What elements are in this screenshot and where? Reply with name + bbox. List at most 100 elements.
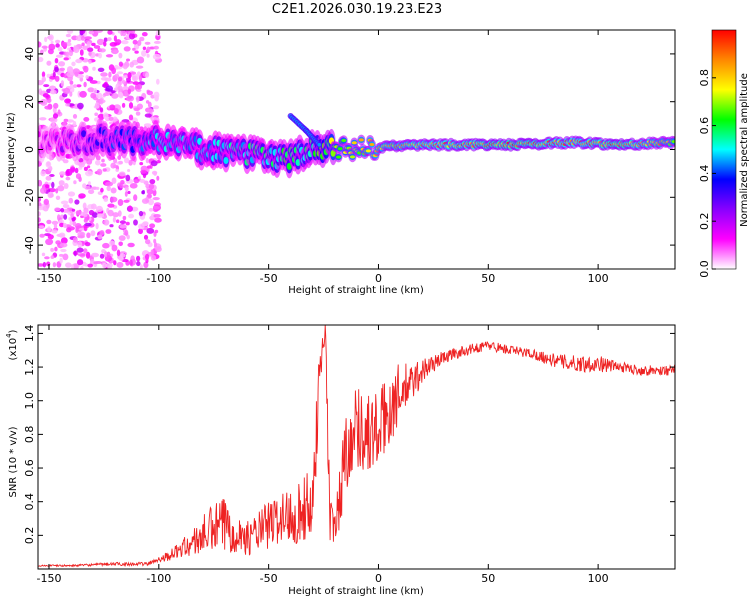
snr-ylabel: SNR (10 * v/v) bbox=[8, 426, 19, 497]
noise-speckle bbox=[108, 116, 114, 122]
noise-speckle bbox=[75, 35, 83, 41]
noise-speckle bbox=[63, 57, 69, 61]
colorbar bbox=[711, 29, 737, 270]
noise-speckle bbox=[52, 262, 57, 268]
noise-speckle bbox=[133, 219, 138, 226]
noise-speckle bbox=[130, 30, 136, 34]
noise-speckle bbox=[82, 211, 88, 218]
noise-speckle bbox=[136, 88, 142, 92]
noise-speckle bbox=[75, 173, 82, 180]
ridge-core bbox=[335, 155, 342, 159]
noise-speckle bbox=[100, 72, 108, 77]
spectrogram-ylabel: Frequency (Hz) bbox=[6, 112, 17, 188]
noise-speckle bbox=[117, 76, 123, 82]
noise-speckle bbox=[127, 242, 135, 248]
noise-speckle bbox=[87, 47, 94, 52]
noise-speckle bbox=[111, 67, 116, 75]
noise-speckle bbox=[79, 30, 86, 35]
noise-speckle bbox=[119, 224, 127, 229]
noise-speckle bbox=[153, 171, 157, 176]
noise-speckle bbox=[99, 98, 104, 105]
ridge-core bbox=[38, 130, 41, 138]
noise-speckle bbox=[132, 81, 140, 85]
noise-speckle bbox=[38, 263, 45, 267]
x-tick-label: -150 bbox=[36, 572, 61, 585]
noise-speckle bbox=[113, 49, 118, 55]
noise-speckle bbox=[46, 73, 51, 78]
noise-speckle bbox=[99, 230, 105, 236]
noise-speckle bbox=[53, 102, 59, 109]
noise-speckle bbox=[76, 84, 82, 88]
noise-speckle bbox=[46, 261, 51, 267]
noise-speckle bbox=[116, 71, 124, 75]
noise-speckle bbox=[141, 50, 147, 57]
noise-speckle bbox=[54, 246, 58, 252]
noise-speckle bbox=[48, 43, 56, 51]
noise-speckle bbox=[133, 194, 138, 202]
noise-speckle bbox=[72, 221, 77, 227]
noise-speckle bbox=[75, 58, 83, 64]
noise-speckle bbox=[128, 205, 133, 212]
noise-speckle bbox=[93, 88, 98, 94]
snr-axes: -150 -100 -50 0 50 100 0.2 0.4 0.6 0.8 1.0 1.2 1.4 bbox=[23, 325, 675, 585]
noise-speckle bbox=[120, 253, 126, 258]
noise-speckle bbox=[38, 179, 43, 187]
noise-speckle bbox=[153, 214, 161, 218]
y-tick-label: 0.8 bbox=[23, 426, 36, 444]
noise-speckle bbox=[87, 165, 91, 169]
noise-speckle bbox=[116, 249, 121, 257]
x-tick-label: -100 bbox=[146, 272, 171, 285]
noise-speckle bbox=[117, 199, 124, 206]
noise-speckle bbox=[103, 112, 109, 120]
noise-speckle bbox=[72, 68, 80, 75]
y-tick-label: 1.2 bbox=[23, 358, 36, 376]
noise-speckle bbox=[65, 262, 72, 268]
noise-speckle bbox=[154, 217, 162, 223]
noise-speckle bbox=[142, 190, 145, 195]
noise-speckle bbox=[41, 45, 48, 49]
noise-speckle bbox=[45, 238, 54, 246]
noise-speckle bbox=[55, 39, 61, 44]
noise-speckle bbox=[66, 227, 72, 233]
noise-speckle bbox=[80, 36, 86, 41]
noise-speckle bbox=[69, 80, 74, 85]
noise-speckle bbox=[106, 251, 111, 258]
noise-speckle bbox=[130, 71, 137, 75]
noise-speckle bbox=[61, 41, 68, 47]
y-tick-label: -40 bbox=[23, 236, 36, 254]
noise-speckle bbox=[73, 180, 77, 185]
noise-speckle bbox=[50, 40, 54, 44]
noise-speckle bbox=[91, 252, 99, 258]
noise-speckle bbox=[47, 226, 51, 232]
noise-speckle bbox=[146, 53, 150, 58]
noise-speckle bbox=[65, 153, 70, 159]
noise-speckle bbox=[64, 98, 71, 104]
noise-speckle bbox=[56, 54, 64, 58]
x-tick-label: -50 bbox=[260, 572, 278, 585]
noise-speckle bbox=[60, 80, 65, 87]
noise-speckle bbox=[118, 61, 123, 67]
noise-speckle bbox=[102, 168, 107, 172]
x-tick-label: 50 bbox=[481, 272, 495, 285]
noise-speckle bbox=[154, 229, 159, 234]
noise-speckle bbox=[54, 207, 61, 212]
noise-speckle bbox=[86, 232, 91, 239]
noise-speckle bbox=[127, 88, 132, 95]
noise-speckle bbox=[46, 219, 52, 225]
y-tick-label: 0.2 bbox=[23, 527, 36, 545]
noise-speckle bbox=[94, 102, 100, 109]
noise-speckle bbox=[38, 217, 41, 223]
noise-speckle bbox=[58, 61, 66, 67]
noise-speckle bbox=[156, 175, 160, 181]
noise-speckle bbox=[60, 207, 65, 213]
noise-speckle bbox=[118, 160, 123, 165]
colorbar-label: Normalized spectral amplitude bbox=[739, 73, 750, 227]
ridge-core bbox=[365, 149, 371, 153]
noise-speckle bbox=[103, 41, 107, 47]
noise-speckle bbox=[150, 254, 157, 261]
noise-speckle bbox=[115, 66, 123, 70]
noise-speckle bbox=[142, 46, 147, 51]
noise-speckle bbox=[52, 113, 59, 119]
noise-speckle bbox=[50, 255, 55, 259]
noise-speckle bbox=[66, 119, 75, 123]
